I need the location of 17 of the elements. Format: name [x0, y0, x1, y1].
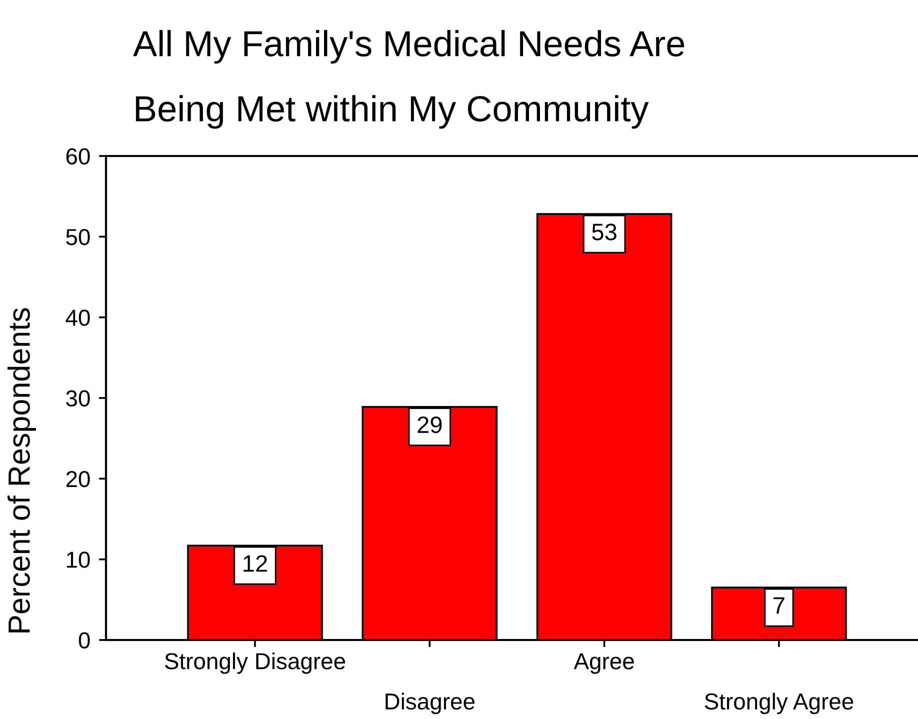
x-tick-label: Disagree: [386, 692, 474, 714]
y-tick-label: 40: [66, 310, 90, 326]
x-tick-label: Strongly Agree: [704, 692, 854, 714]
data-label: 53: [592, 224, 616, 240]
data-label: 12: [244, 555, 267, 572]
data-label: 7: [774, 597, 784, 614]
chart-title: All My Family's Medical Needs Are Being Met within My Community: [133, 30, 684, 129]
y-tick-label: 30: [66, 390, 90, 407]
y-tick-label: 50: [66, 228, 90, 246]
y-tick-label: 20: [66, 470, 90, 488]
x-tick-label: Strongly Disagree: [164, 652, 346, 674]
y-tick-label: 60: [66, 148, 90, 165]
y-tick-label: 10: [66, 552, 90, 568]
x-tick-label: Agree: [574, 653, 634, 674]
data-label: 29: [418, 416, 442, 434]
y-tick-label: 0: [78, 632, 90, 649]
y-axis-title: Percent of Respondents: [8, 308, 36, 632]
